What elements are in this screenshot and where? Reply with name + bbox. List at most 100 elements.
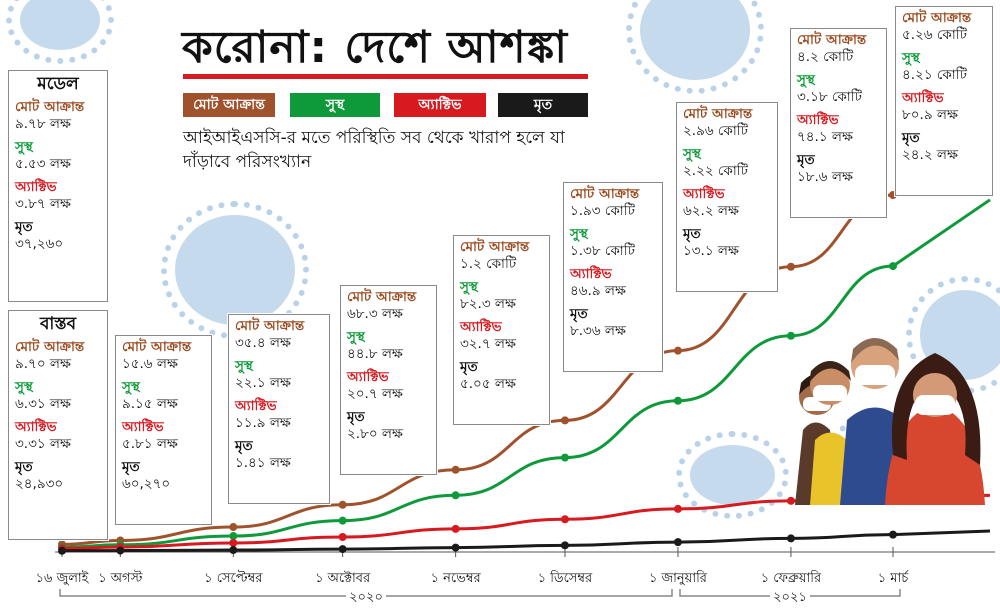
data-point: [674, 397, 682, 405]
active-label: অ্যাক্টিভ: [460, 319, 543, 336]
recovered-label: সুস্থ: [347, 329, 430, 346]
dead-value: ২৪,৯৩০: [15, 476, 101, 493]
dead-value: ৩৭,২৬০: [15, 236, 101, 253]
active-value: ৬২.২ লক্ষ: [683, 203, 771, 220]
total-label: মোট আক্রান্ত: [15, 99, 101, 116]
dead-line: [62, 531, 990, 551]
active-label: অ্যাক্টিভ: [902, 90, 986, 107]
data-point: [452, 491, 460, 499]
dead-label: মৃত: [902, 130, 986, 147]
data-point: [889, 262, 897, 270]
x-tick-label: ১ জানুয়ারি: [649, 570, 708, 586]
legend-dead: মৃত: [498, 93, 588, 117]
dead-label: মৃত: [15, 459, 101, 476]
recovered-label: সুস্থ: [15, 139, 101, 156]
dead-value: ২.৮০ লক্ষ: [347, 426, 430, 443]
data-point: [339, 517, 347, 525]
data-box-nov: মোট আক্রান্ত ১.২ কোটি সুস্থ ৮২.৩ লক্ষ অ্…: [453, 235, 550, 425]
dead-label: মৃত: [683, 226, 771, 243]
total-value: ৯.৭৮ লক্ষ: [15, 116, 101, 133]
active-value: ৭৪.১ লক্ষ: [797, 129, 880, 146]
total-value: ৫.২৬ কোটি: [902, 27, 986, 44]
recovered-value: ৬.৩১ লক্ষ: [15, 396, 101, 413]
dead-label: মৃত: [797, 152, 880, 169]
data-point: [889, 531, 897, 539]
total-value: ২.৯৬ কোটি: [683, 123, 771, 140]
recovered-value: ২২.১ লক্ষ: [235, 375, 323, 392]
data-point: [229, 532, 237, 540]
recovered-label: সুস্থ: [683, 146, 771, 163]
x-tick-label: ১৬ জুলাই: [36, 570, 90, 586]
data-point: [561, 515, 569, 523]
total-value: ৩৫.৪ লক্ষ: [235, 335, 323, 352]
data-point: [561, 454, 569, 462]
data-box-feb: মোট আক্রান্ত ৪.২ কোটি সুস্থ ৩.১৮ কোটি অ্…: [790, 28, 887, 218]
data-point: [229, 539, 237, 547]
recovered-value: ৩.১৮ কোটি: [797, 89, 880, 106]
total-label: মোট আক্রান্ত: [570, 186, 656, 203]
legend-active: অ্যাক্টিভ: [394, 93, 486, 117]
x-tick-label: ১ অগস্ট: [98, 570, 142, 586]
recovered-label: সুস্থ: [797, 72, 880, 89]
data-box-aug: মোট আক্রান্ত ১৫.৬ লক্ষ সুস্থ ৯.১৫ লক্ষ অ…: [115, 335, 212, 525]
data-point: [787, 263, 795, 271]
data-point: [452, 525, 460, 533]
recovered-value: ২.২২ কোটি: [683, 163, 771, 180]
active-label: অ্যাক্টিভ: [570, 266, 656, 283]
active-value: ২০.৭ লক্ষ: [347, 386, 430, 403]
data-point: [674, 538, 682, 546]
dead-value: ৬০,২৭০: [122, 476, 205, 493]
total-value: ১.২ কোটি: [460, 256, 543, 273]
dead-value: ১৮.৬ লক্ষ: [797, 169, 880, 186]
total-label: মোট আক্রান্ত: [797, 32, 880, 49]
x-tick-label: ১ সেপ্টেম্বর: [204, 570, 263, 586]
active-label: অ্যাক্টিভ: [235, 398, 323, 415]
recovered-value: ১.৩৮ কোটি: [570, 243, 656, 260]
dead-label: মৃত: [235, 438, 323, 455]
dead-value: ১.৪১ লক্ষ: [235, 455, 323, 472]
recovered-label: সুস্থ: [570, 226, 656, 243]
data-point: [561, 541, 569, 549]
dead-label: মৃত: [347, 409, 430, 426]
active-value: ৩.৮৭ লক্ষ: [15, 196, 101, 213]
dead-value: ২৪.২ লক্ষ: [902, 147, 986, 164]
data-point: [787, 534, 795, 542]
active-label: অ্যাক্টিভ: [15, 419, 101, 436]
x-tick-label: ১ নভেম্বর: [431, 571, 482, 586]
total-label: মোট আক্রান্ত: [460, 239, 543, 256]
legend-label: মৃত: [534, 97, 552, 113]
total-value: ৬৮.৩ লক্ষ: [347, 306, 430, 323]
active-value: ৪৬.৯ লক্ষ: [570, 283, 656, 300]
x-tick-label: ১ অক্টোবর: [315, 571, 371, 586]
total-value: ৪.২ কোটি: [797, 49, 880, 66]
people-with-masks-illustration: [785, 335, 1000, 505]
active-label: অ্যাক্টিভ: [683, 186, 771, 203]
dead-label: মৃত: [460, 359, 543, 376]
x-tick-label: ১ ডিসেম্বর: [538, 570, 593, 586]
data-point: [674, 505, 682, 513]
x-tick-label: ১ ফেব্রুয়ারি: [761, 570, 822, 586]
active-value: ৮০.৯ লক্ষ: [902, 107, 986, 124]
active-value: ৫.৮১ লক্ষ: [122, 436, 205, 453]
active-label: অ্যাক্টিভ: [122, 419, 205, 436]
data-box-sep: মোট আক্রান্ত ৩৫.৪ লক্ষ সুস্থ ২২.১ লক্ষ অ…: [228, 314, 330, 504]
recovered-value: ৯.১৫ লক্ষ: [122, 396, 205, 413]
data-box-jan: মোট আক্রান্ত ২.৯৬ কোটি সুস্থ ২.২২ কোটি অ…: [676, 102, 778, 292]
recovered-value: ৫.৫৩ লক্ষ: [15, 156, 101, 173]
year-brackets: ২০২০ ২০২১: [60, 588, 900, 605]
x-tick-label: ১ মার্চ: [878, 570, 910, 586]
actual-heading: বাস্তব: [15, 316, 101, 333]
recovered-label: সুস্থ: [460, 279, 543, 296]
recovered-label: সুস্থ: [122, 379, 205, 396]
model-heading: মডেল: [15, 76, 101, 93]
active-label: অ্যাক্টিভ: [15, 179, 101, 196]
legend-label: সুস্থ: [326, 97, 345, 113]
data-box-dec: মোট আক্রান্ত ১.৯৩ কোটি সুস্থ ১.৩৮ কোটি অ…: [563, 182, 663, 372]
data-point: [674, 347, 682, 355]
x-axis: [55, 547, 995, 557]
recovered-label: সুস্থ: [235, 358, 323, 375]
active-label: অ্যাক্টিভ: [347, 369, 430, 386]
data-point: [339, 533, 347, 541]
data-point: [229, 523, 237, 531]
